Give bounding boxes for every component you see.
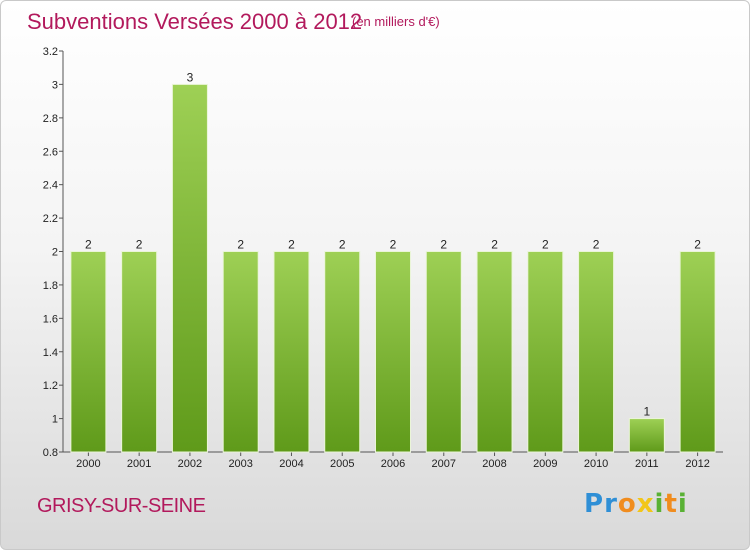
bar — [476, 251, 513, 453]
logo-letter: t — [664, 489, 678, 519]
y-tick-label: 1.6 — [43, 313, 58, 325]
y-tick-label: 3 — [52, 79, 58, 91]
y-tick-label: 2.8 — [43, 113, 58, 125]
data-label: 2 — [390, 238, 397, 252]
bar — [121, 251, 158, 453]
y-tick-label: 1.4 — [43, 347, 58, 359]
bar — [628, 418, 665, 453]
data-label: 2 — [136, 238, 143, 252]
bar — [273, 251, 310, 453]
axes: 0.8 1 1.2 1.4 1.6 1.8 2 2.2 2.4 2.6 2.8 3 3.2 2000 200… — [43, 46, 723, 470]
x-tick-label: 2003 — [228, 458, 252, 470]
x-tick-label: 2006 — [381, 458, 405, 470]
x-tick-label: 2002 — [178, 458, 202, 470]
data-label: 2 — [237, 238, 244, 252]
data-label: 2 — [288, 238, 295, 252]
logo-letter: r — [604, 489, 618, 519]
y-tick-label: 3.2 — [43, 46, 58, 58]
data-labels: 2 2 3 2 2 2 2 2 2 2 2 1 2 — [85, 70, 701, 418]
data-label: 2 — [593, 238, 600, 252]
logo-letter: P — [584, 489, 605, 519]
bar — [324, 251, 361, 453]
bar — [375, 251, 411, 453]
data-label: 2 — [542, 238, 549, 252]
logo-letter: x — [636, 489, 655, 519]
y-tick-label: 0.8 — [43, 447, 58, 459]
chart-title: Subventions Versées 2000 à 2012 — [27, 9, 363, 34]
logo-letter: i — [677, 489, 688, 519]
x-tick-label: 2012 — [685, 458, 709, 470]
bar — [679, 251, 716, 453]
y-tick-label: 2.2 — [43, 213, 58, 225]
bar — [171, 83, 208, 453]
y-tick-label: 1.8 — [43, 280, 58, 292]
data-label: 2 — [440, 238, 447, 252]
data-label: 1 — [644, 405, 651, 419]
x-tick-label: 2010 — [584, 458, 608, 470]
data-label: 2 — [694, 238, 701, 252]
data-label: 3 — [187, 70, 194, 84]
x-tick-label: 2001 — [127, 458, 151, 470]
data-label: 2 — [85, 238, 92, 252]
x-tick-label: 2000 — [76, 458, 100, 470]
bar — [527, 251, 564, 453]
x-tick-label: 2009 — [533, 458, 557, 470]
x-tick-label: 2005 — [330, 458, 354, 470]
logo-letter: i — [654, 489, 665, 519]
x-tick-label: 2007 — [432, 458, 456, 470]
x-tick-label: 2008 — [482, 458, 506, 470]
y-tick-label: 1.2 — [43, 380, 58, 392]
data-label: 2 — [339, 238, 346, 252]
bar — [222, 251, 259, 453]
data-label: 2 — [491, 238, 498, 252]
x-tick-label: 2011 — [635, 458, 659, 470]
bars — [70, 83, 716, 453]
bar — [70, 251, 107, 453]
bar — [578, 251, 615, 453]
y-tick-label: 2 — [52, 247, 58, 259]
commune-name: GRISY-SUR-SEINE — [37, 495, 206, 517]
y-tick-label: 2.4 — [43, 180, 58, 192]
y-tick-label: 1 — [52, 414, 58, 426]
bar — [425, 251, 462, 453]
unit-note: (en milliers d'€) — [352, 14, 440, 29]
logo-letter: o — [617, 489, 637, 519]
proxiti-logo: Proxiti — [584, 489, 688, 519]
y-tick-label: 2.6 — [43, 146, 58, 158]
x-tick-label: 2004 — [279, 458, 303, 470]
